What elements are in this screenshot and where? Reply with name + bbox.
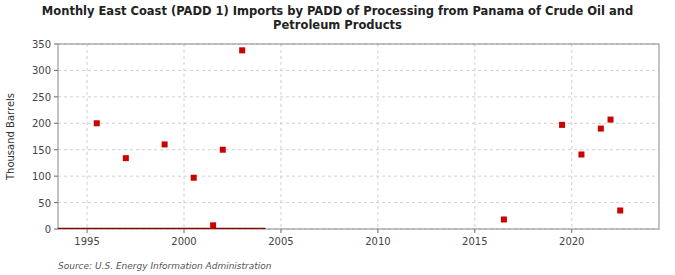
axes: 0 50 100 150 200 250 300 350 1995 2000 2005 2010 201… — [32, 39, 659, 247]
grid-line — [280, 44, 281, 229]
tick-label: 300 — [32, 65, 51, 76]
chart: Monthly East Coast (PADD 1) Imports by P… — [0, 0, 675, 275]
data-point — [123, 155, 129, 161]
source-note: Source: U.S. Energy Information Administ… — [58, 261, 272, 271]
data-line — [58, 228, 265, 229]
plot-frame — [58, 44, 659, 229]
tick-label: 50 — [38, 198, 51, 209]
data-point — [598, 126, 604, 132]
data-point — [501, 216, 507, 222]
data-point — [578, 151, 584, 157]
tick-mark — [54, 70, 58, 71]
tick-mark — [54, 123, 58, 124]
chart-container: Monthly East Coast (PADD 1) Imports by P… — [0, 0, 675, 275]
tick-mark — [54, 229, 58, 230]
grid-line — [58, 96, 659, 97]
tick-mark — [54, 96, 58, 97]
tick-label: 2000 — [171, 236, 196, 247]
data-point — [162, 141, 168, 147]
grid-line — [58, 70, 659, 71]
data-point — [239, 47, 245, 53]
tick-mark — [54, 44, 58, 45]
grid-line — [58, 123, 659, 124]
data-point — [210, 222, 216, 228]
plot-area — [58, 47, 623, 229]
grid-line — [377, 44, 378, 229]
tick-label: 2010 — [365, 236, 390, 247]
tick-label: 0 — [45, 224, 51, 235]
tick-mark — [377, 229, 378, 233]
title: Monthly East Coast (PADD 1) Imports by P… — [42, 4, 633, 32]
data-point — [191, 175, 197, 181]
tick-label: 350 — [32, 39, 51, 50]
tick-mark — [280, 229, 281, 233]
data-point — [617, 208, 623, 214]
tick-label: 1995 — [74, 236, 99, 247]
grid-line — [58, 176, 659, 177]
grid-line — [58, 202, 659, 203]
title-line: Monthly East Coast (PADD 1) Imports by P… — [42, 4, 633, 18]
tick-label: 2015 — [462, 236, 487, 247]
data-point — [608, 117, 614, 123]
y-axis-label: Thousand Barrels — [5, 93, 16, 181]
tick-label: 2020 — [559, 236, 584, 247]
grid-line — [58, 149, 659, 150]
tick-mark — [571, 229, 572, 233]
tick-mark — [54, 202, 58, 203]
tick-mark — [184, 229, 185, 233]
grid-line — [184, 44, 185, 229]
tick-label: 150 — [32, 145, 51, 156]
tick-mark — [54, 149, 58, 150]
grid — [58, 44, 659, 229]
tick-label: 2005 — [268, 236, 293, 247]
tick-label: 100 — [32, 171, 51, 182]
tick-label: 250 — [32, 92, 51, 103]
data-point — [559, 122, 565, 128]
tick-label: 200 — [32, 118, 51, 129]
grid-line — [87, 44, 88, 229]
data-point — [220, 147, 226, 153]
title-line: Petroleum Products — [273, 18, 402, 32]
data-point — [94, 120, 100, 126]
tick-mark — [87, 229, 88, 233]
grid-line — [474, 44, 475, 229]
grid-line — [571, 44, 572, 229]
tick-mark — [474, 229, 475, 233]
tick-mark — [54, 176, 58, 177]
